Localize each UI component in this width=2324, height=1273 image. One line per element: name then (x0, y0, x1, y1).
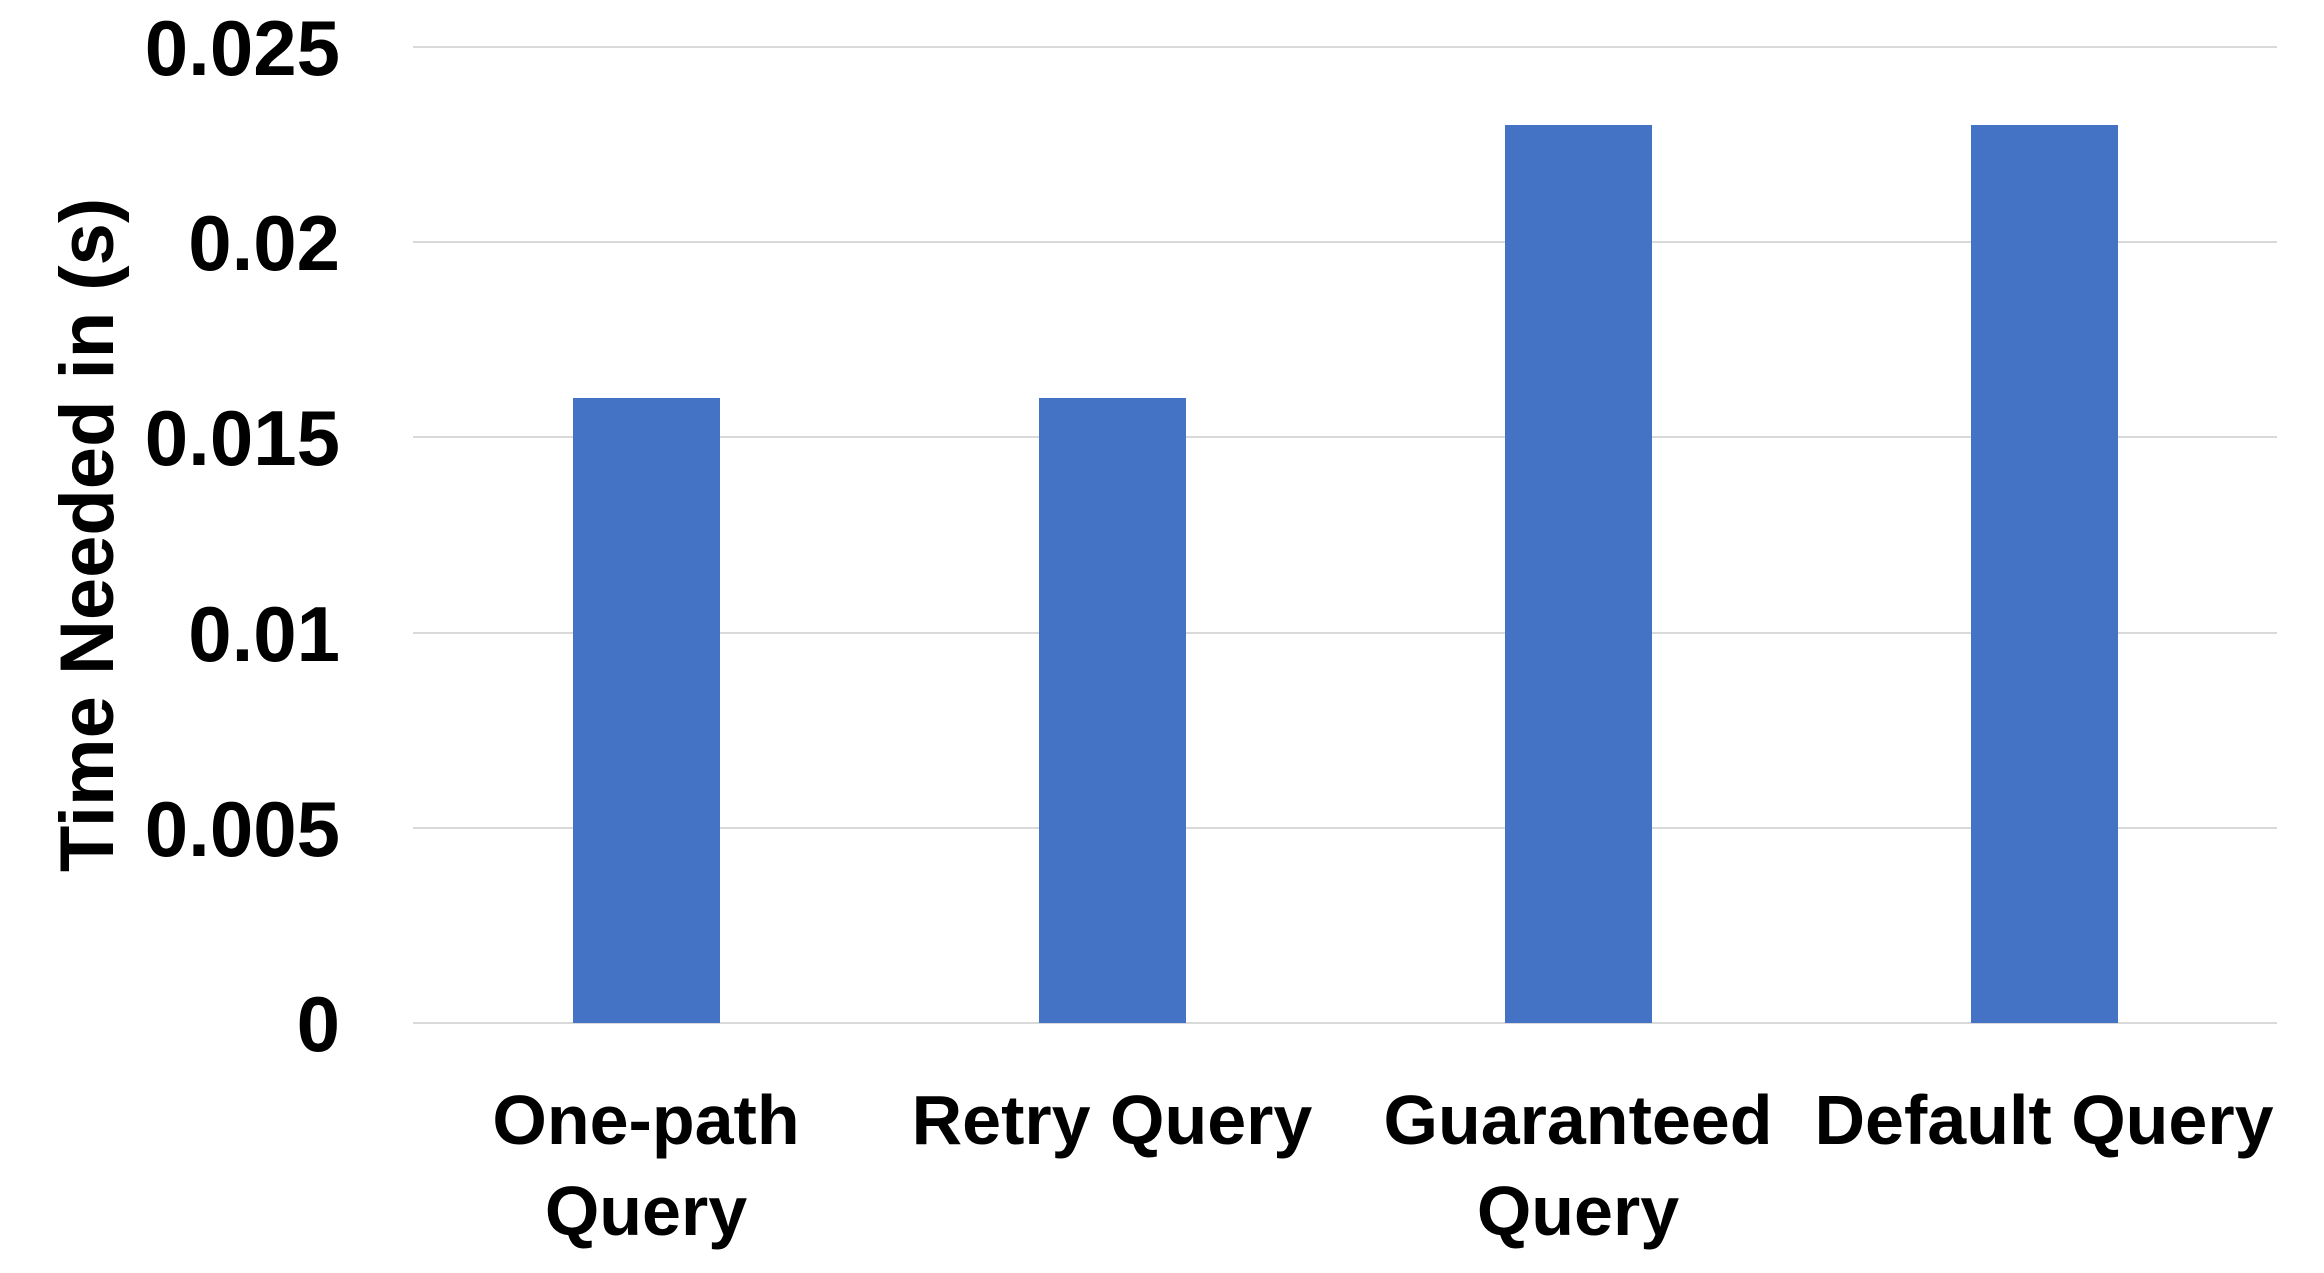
bar (572, 398, 720, 1023)
gridline (413, 631, 2277, 634)
bar (1038, 398, 1186, 1023)
y-tick-label: 0.015 (144, 394, 340, 483)
gridline (413, 46, 2277, 48)
y-tick-label: 0 (296, 980, 340, 1068)
gridline (413, 241, 2277, 244)
x-category-label: Guaranteed Query (1383, 1081, 1773, 1250)
bar (1970, 125, 2118, 1023)
gridline (413, 436, 2277, 439)
y-tick-label: 0.025 (144, 4, 340, 92)
y-tick-label: 0.005 (144, 784, 340, 873)
bar (1504, 125, 1652, 1023)
x-category-label: One-path Query (492, 1081, 800, 1250)
x-category-label: Default Query (1814, 1081, 2274, 1159)
x-category-label: Retry Query (911, 1081, 1313, 1159)
gridline (413, 826, 2277, 829)
gridline (413, 1022, 2277, 1024)
y-tick-label: 0.01 (188, 589, 340, 678)
y-axis-title: Time Needed in (s) (45, 197, 130, 873)
y-tick-label: 0.02 (188, 199, 340, 288)
